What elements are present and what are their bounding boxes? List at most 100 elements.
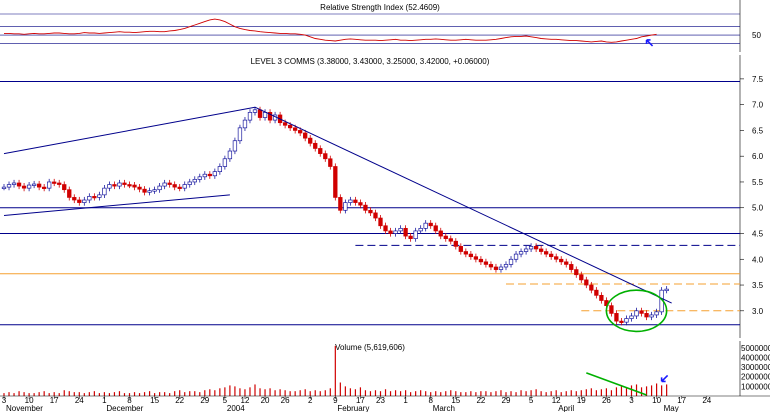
price-tick-label: 5.0	[752, 204, 764, 213]
price-tick-label: 7.5	[752, 75, 764, 84]
price-title: LEVEL 3 COMMS (3.38000, 3.43000, 3.25000…	[251, 57, 490, 66]
candle-body	[639, 310, 644, 314]
candle-body	[363, 204, 368, 211]
price-tick-label: 5.5	[752, 178, 764, 187]
x-day-label: 8	[127, 396, 132, 405]
candle-body	[503, 264, 509, 268]
price-trendline	[3, 106, 256, 155]
volume-tick-label: 30000000	[741, 363, 770, 372]
candle-body	[544, 251, 549, 255]
x-day-label: 15	[150, 396, 159, 405]
candle-body	[62, 184, 67, 191]
price-tick-label: 6.5	[752, 126, 764, 135]
candle-body	[473, 256, 479, 260]
candle-body	[313, 142, 318, 149]
candle-body	[664, 288, 669, 292]
volume-trendline	[586, 372, 647, 396]
candle-body	[388, 230, 393, 234]
volume-tick-label: 50000000	[741, 344, 770, 353]
x-month-label: March	[433, 404, 455, 412]
candle-body	[172, 184, 177, 188]
candle-body	[448, 238, 453, 242]
x-day-label: 29	[200, 396, 209, 405]
candle-body	[523, 248, 529, 252]
candle-body	[458, 246, 463, 252]
x-day-label: 10	[25, 396, 34, 405]
candle-body	[293, 127, 298, 131]
candle-body	[624, 318, 629, 323]
x-day-label: 17	[50, 396, 59, 405]
candle-body	[177, 186, 182, 189]
x-month-label: May	[664, 404, 679, 412]
candle-body	[488, 264, 494, 268]
rsi-tick-label: 50	[752, 31, 761, 40]
candle-body	[483, 261, 489, 265]
x-day-label: 8	[428, 396, 433, 405]
x-day-label: 15	[451, 396, 460, 405]
candle-body	[222, 158, 228, 167]
candle-body	[428, 222, 433, 227]
price-tick-label: 6.0	[752, 152, 764, 161]
candle-body	[187, 181, 192, 185]
price-panel: LEVEL 3 COMMS (3.38000, 3.43000, 3.25000…	[0, 55, 764, 338]
candle-body	[644, 313, 649, 318]
candle-body	[47, 181, 52, 189]
candle-body	[162, 182, 167, 187]
candle-body	[147, 190, 152, 193]
price-tick-label: 4.5	[752, 230, 764, 239]
candle-body	[559, 258, 564, 263]
candle-body	[192, 179, 197, 183]
candle-body	[122, 182, 127, 185]
candle-body	[478, 258, 484, 263]
candle-body	[549, 253, 554, 258]
candle-body	[423, 222, 428, 229]
candle-body	[569, 264, 574, 270]
candle-body	[16, 182, 22, 187]
x-day-label: 24	[75, 396, 84, 405]
candle-body	[584, 279, 589, 286]
x-day-label: 5	[223, 396, 228, 405]
candle-body	[493, 266, 499, 270]
x-day-label: 23	[376, 396, 385, 405]
x-day-label: 3	[629, 396, 634, 405]
candle-body	[353, 199, 358, 203]
x-day-label: 12	[241, 396, 250, 405]
x-day-label: 17	[356, 396, 365, 405]
candle-body	[383, 225, 388, 232]
candle-body	[212, 171, 217, 177]
candle-body	[333, 166, 338, 198]
candle-body	[358, 202, 363, 206]
rsi-line	[4, 18, 657, 43]
price-trendline	[254, 106, 672, 304]
candle-body	[518, 251, 524, 255]
x-axis: 3 10 17 24 1 8 15 22 29 5 12 20 26 2 9 17 23 1 8 15 22 29 5 12 1…	[0, 395, 770, 412]
candle-body	[528, 246, 534, 250]
candle-body	[262, 112, 268, 118]
candle-body	[453, 240, 458, 247]
x-month-label: February	[337, 404, 369, 412]
candle-body	[508, 258, 514, 265]
candle-body	[247, 112, 253, 121]
x-day-label: 2	[308, 396, 313, 405]
candle-body	[463, 251, 468, 255]
candle-body	[368, 209, 373, 214]
candle-body	[498, 266, 504, 270]
candle-body	[52, 181, 57, 184]
candle-body	[202, 173, 207, 178]
candle-body	[574, 269, 579, 276]
volume-tick-label: 40000000	[741, 353, 770, 362]
candle-body	[182, 184, 187, 189]
candle-body	[348, 199, 353, 203]
candle-body	[217, 166, 223, 173]
candle-body	[167, 182, 172, 185]
candle-body	[468, 253, 474, 258]
x-day-label: 10	[652, 396, 661, 405]
candle-body	[6, 184, 12, 188]
candle-body	[152, 189, 157, 192]
candle-body	[1, 186, 7, 189]
candle-body	[11, 182, 17, 185]
candle-body	[117, 182, 122, 187]
x-day-label: 3	[2, 396, 7, 405]
candle-body	[594, 289, 599, 296]
